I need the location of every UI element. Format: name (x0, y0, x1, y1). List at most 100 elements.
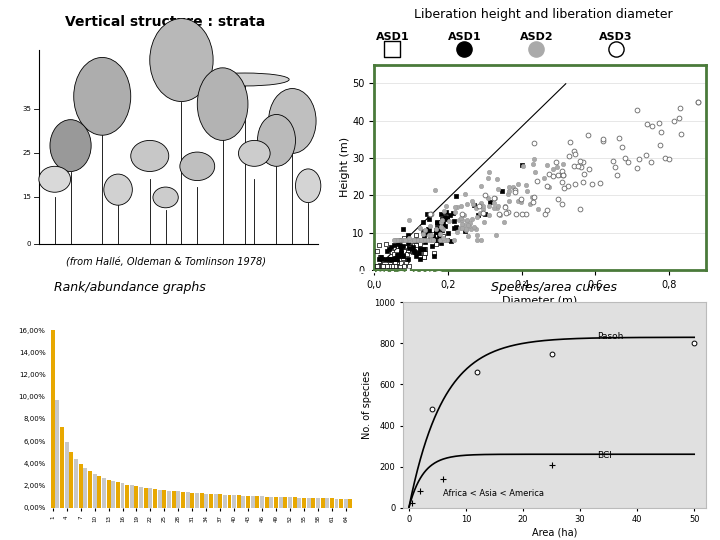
Point (403, 240, 415, 249)
Point (386, 248, 397, 256)
Point (472, 231, 483, 240)
Bar (153, 489, 157, 508)
Point (437, 475, 449, 483)
Point (464, 219, 475, 227)
Point (430, 239, 441, 248)
Point (462, 221, 474, 230)
Point (557, 199, 568, 208)
Point (378, 262, 390, 271)
X-axis label: Area (ha): Area (ha) (531, 527, 577, 537)
Bar (228, 495, 232, 508)
Point (477, 209, 489, 218)
Bar (69, 452, 73, 508)
Ellipse shape (295, 169, 321, 202)
Y-axis label: No. of species: No. of species (361, 371, 372, 439)
Point (437, 215, 449, 224)
Point (557, 171, 569, 179)
Point (430, 225, 441, 233)
Point (380, 254, 392, 263)
Point (435, 223, 446, 232)
Point (484, 202, 495, 211)
Point (640, 151, 652, 160)
Point (471, 212, 482, 221)
Point (556, 171, 567, 180)
Point (387, 259, 398, 268)
Point (389, 236, 400, 245)
Point (688, 339, 700, 348)
Bar (181, 492, 185, 508)
Point (388, 262, 400, 271)
Bar (60, 427, 64, 508)
Point (424, 221, 436, 230)
Point (415, 236, 426, 245)
Bar (107, 480, 111, 508)
Point (382, 262, 393, 271)
Point (583, 165, 595, 173)
Point (413, 236, 424, 245)
Point (408, 236, 420, 245)
Point (395, 248, 407, 257)
Point (376, 254, 387, 263)
Point (419, 238, 431, 246)
Point (516, 210, 528, 218)
Point (411, 236, 423, 245)
Point (420, 245, 431, 254)
Point (398, 236, 410, 245)
Point (533, 205, 544, 213)
Point (398, 262, 410, 271)
Point (451, 203, 463, 212)
Point (459, 227, 471, 235)
Bar (335, 498, 338, 508)
Point (423, 215, 434, 224)
Ellipse shape (258, 114, 295, 166)
Point (376, 262, 387, 271)
Point (390, 251, 401, 259)
Text: ASD2: ASD2 (520, 31, 553, 42)
Point (646, 122, 657, 130)
Bar (125, 484, 129, 508)
Point (516, 198, 527, 206)
Point (577, 178, 588, 186)
Point (408, 236, 419, 245)
Point (462, 200, 473, 208)
Circle shape (238, 140, 270, 166)
Point (477, 205, 489, 213)
Point (450, 203, 462, 212)
Point (400, 242, 412, 251)
Bar (269, 497, 274, 508)
Bar (204, 494, 208, 508)
Circle shape (153, 187, 179, 208)
Point (435, 239, 446, 247)
Point (598, 137, 609, 146)
Point (426, 236, 438, 245)
Bar (120, 483, 125, 508)
Point (437, 225, 449, 233)
Point (456, 201, 467, 210)
Point (497, 186, 508, 195)
Point (609, 163, 621, 172)
Point (526, 192, 537, 201)
Point (475, 181, 487, 190)
Point (517, 161, 528, 170)
Point (445, 237, 456, 245)
Point (543, 170, 554, 178)
Point (568, 162, 580, 171)
Point (377, 256, 389, 265)
Point (432, 217, 444, 226)
Point (395, 241, 406, 250)
Point (562, 181, 574, 190)
Bar (302, 498, 306, 508)
Point (371, 262, 382, 271)
Point (396, 251, 408, 260)
Point (434, 230, 446, 239)
Text: (from Hallé, Oldeman & Tomlinson 1978): (from Hallé, Oldeman & Tomlinson 1978) (66, 258, 266, 267)
Point (458, 221, 469, 230)
Text: ASD1: ASD1 (448, 31, 481, 42)
Point (616, 143, 628, 152)
Point (461, 215, 472, 224)
Point (460, 225, 472, 233)
Point (387, 45, 398, 53)
Point (390, 236, 402, 245)
Text: 25: 25 (22, 150, 31, 157)
Point (528, 192, 540, 201)
